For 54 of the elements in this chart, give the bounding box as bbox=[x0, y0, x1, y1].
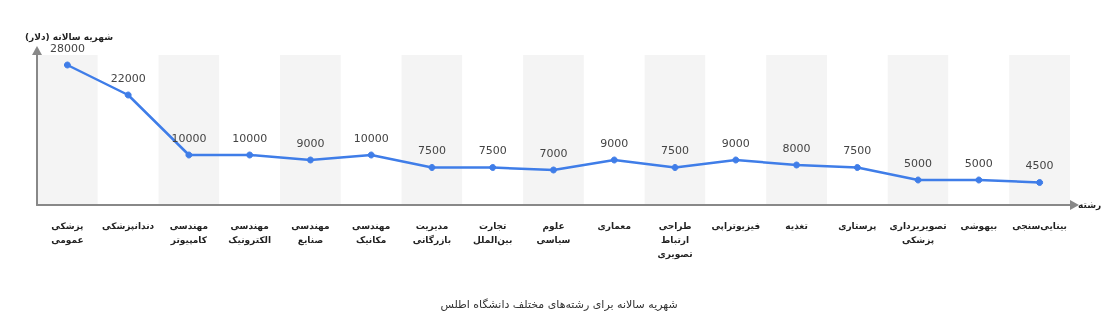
x-tick-label: تجارت بین‌الملل bbox=[473, 221, 513, 246]
x-axis-title: رشته bbox=[1078, 200, 1102, 211]
x-tick-label: مهندسی الکترونیک bbox=[228, 221, 272, 246]
y-axis-title: شهریه سالانه (دلار) bbox=[25, 31, 114, 43]
point bbox=[671, 164, 679, 171]
point bbox=[367, 151, 375, 159]
point bbox=[428, 164, 436, 171]
point bbox=[853, 164, 861, 171]
point bbox=[63, 61, 71, 69]
point bbox=[124, 91, 132, 99]
x-tick-label: پرستاری bbox=[838, 221, 877, 232]
data-label: 5000 bbox=[904, 156, 933, 170]
data-label: 9000 bbox=[296, 136, 325, 150]
x-tick-label: علوم سیاسی bbox=[536, 221, 571, 245]
data-label: 22000 bbox=[110, 71, 146, 85]
data-label: 9000 bbox=[600, 136, 629, 150]
data-label: 8000 bbox=[782, 141, 811, 155]
point bbox=[550, 166, 557, 174]
x-tick-label: مهندسی کامپیوتر bbox=[169, 221, 209, 246]
point bbox=[975, 176, 983, 184]
point bbox=[732, 156, 740, 164]
x-tick-label: تغذیه bbox=[785, 221, 808, 231]
data-label: 7500 bbox=[478, 144, 507, 157]
data-label: 28000 bbox=[49, 41, 85, 55]
x-tick-label: دندانپزشکی bbox=[102, 221, 155, 232]
text: شهریه سالانه برای رشته‌های مختلف دانشگاه اطلس bbox=[440, 298, 678, 311]
point bbox=[306, 156, 314, 164]
data-label: 10000 bbox=[353, 131, 389, 145]
data-label: 10000 bbox=[232, 131, 268, 145]
point bbox=[489, 164, 497, 171]
x-tick-label: بیهوشی bbox=[960, 221, 998, 232]
data-label: 5000 bbox=[964, 156, 993, 170]
data-label: 7000 bbox=[539, 146, 568, 160]
point bbox=[1036, 179, 1044, 186]
data-label: 10000 bbox=[171, 131, 207, 145]
data-label: 7500 bbox=[661, 144, 690, 157]
point bbox=[185, 151, 193, 159]
data-label: 4500 bbox=[1025, 159, 1054, 172]
data-label: 7500 bbox=[843, 144, 872, 157]
x-tick-label: تصویربرداری پزشکی bbox=[889, 221, 947, 246]
point bbox=[246, 151, 254, 159]
x-tick-label: مهندسی مکانیک bbox=[352, 221, 391, 245]
x-tick-label: طراحی ارتباط تصویری bbox=[657, 221, 693, 260]
x-tick-label: پزشکی عمومی bbox=[51, 221, 84, 246]
point bbox=[914, 176, 922, 184]
x-tick-label: معماری bbox=[597, 221, 632, 232]
x-tick-label: مدیریت بازرگانی bbox=[412, 221, 452, 246]
point bbox=[610, 156, 618, 164]
x-tick-label: بینایی‌سنجی bbox=[1012, 221, 1067, 231]
data-label: 9000 bbox=[721, 136, 750, 150]
data-label: 7500 bbox=[417, 144, 446, 157]
point bbox=[793, 161, 801, 169]
x-tick-label: فیزیوتراپی bbox=[711, 221, 761, 232]
x-tick-label: مهندسی صنایع bbox=[291, 221, 330, 246]
